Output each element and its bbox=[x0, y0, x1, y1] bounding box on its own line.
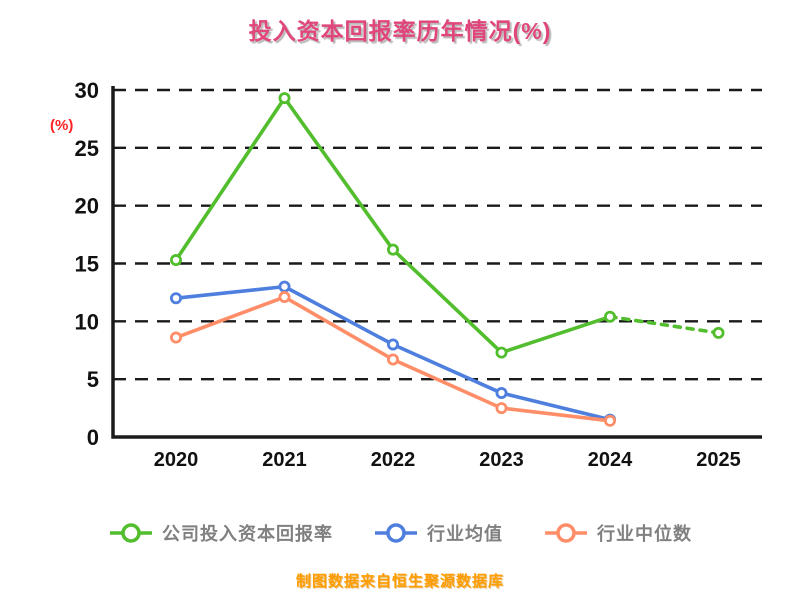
series-0-point-2021 bbox=[278, 92, 291, 105]
y-tick-label-15: 15 bbox=[75, 252, 99, 277]
y-tick-label-25: 25 bbox=[75, 136, 99, 161]
x-tick-label-2020: 2020 bbox=[154, 449, 199, 471]
series-0-point-2020 bbox=[169, 254, 182, 267]
y-axis-unit-label: (%) bbox=[50, 117, 74, 134]
chart-title: 投入资本回报率历年情况(%) bbox=[248, 18, 552, 44]
legend-marker-orange-icon bbox=[545, 523, 587, 543]
series-0-point-2025 bbox=[712, 326, 725, 339]
y-tick-label-20: 20 bbox=[75, 194, 99, 219]
x-tick-label-2025: 2025 bbox=[696, 449, 741, 471]
y-tick-label-10: 10 bbox=[75, 309, 99, 334]
legend-item-industry-mean: 行业均值 bbox=[373, 520, 503, 546]
legend-marker-green-icon bbox=[110, 523, 152, 543]
series-1-point-2020 bbox=[169, 292, 182, 305]
y-tick-label-30: 30 bbox=[75, 78, 99, 103]
chart-legend: 公司投入资本回报率 行业均值 行业中位数 bbox=[0, 520, 800, 546]
legend-marker-blue-icon bbox=[375, 523, 417, 543]
series-2-point-2022 bbox=[386, 353, 399, 366]
series-1-point-2023 bbox=[495, 387, 508, 400]
x-tick-label-2021: 2021 bbox=[262, 449, 307, 471]
series-2-point-2021 bbox=[278, 291, 291, 304]
y-tick-label-0: 0 bbox=[87, 425, 99, 450]
series-2-point-2024 bbox=[604, 414, 617, 427]
series-0-point-2022 bbox=[386, 243, 399, 256]
legend-item-industry-median: 行业中位数 bbox=[543, 520, 692, 546]
legend-label-industry-median: 行业中位数 bbox=[597, 524, 692, 544]
series-1-point-2022 bbox=[386, 338, 399, 351]
x-tick-label-2024: 2024 bbox=[588, 449, 633, 471]
series-0-point-2023 bbox=[495, 346, 508, 359]
series-0-point-2024 bbox=[604, 310, 617, 323]
legend-item-company-roic: 公司投入资本回报率 bbox=[108, 520, 333, 546]
data-source-note: 制图数据来自恒生聚源数据库 bbox=[295, 573, 504, 590]
series-2-point-2023 bbox=[495, 402, 508, 415]
y-tick-label-5: 5 bbox=[87, 367, 99, 392]
legend-label-industry-mean: 行业均值 bbox=[427, 524, 503, 544]
x-tick-label-2022: 2022 bbox=[371, 449, 416, 471]
series-2-point-2020 bbox=[169, 331, 182, 344]
series-0-line-forecast bbox=[608, 314, 721, 335]
x-tick-label-2023: 2023 bbox=[479, 449, 524, 471]
series-1-line bbox=[174, 284, 612, 422]
series-1-point-2021 bbox=[278, 280, 291, 293]
legend-label-company-roic: 公司投入资本回报率 bbox=[162, 524, 333, 544]
